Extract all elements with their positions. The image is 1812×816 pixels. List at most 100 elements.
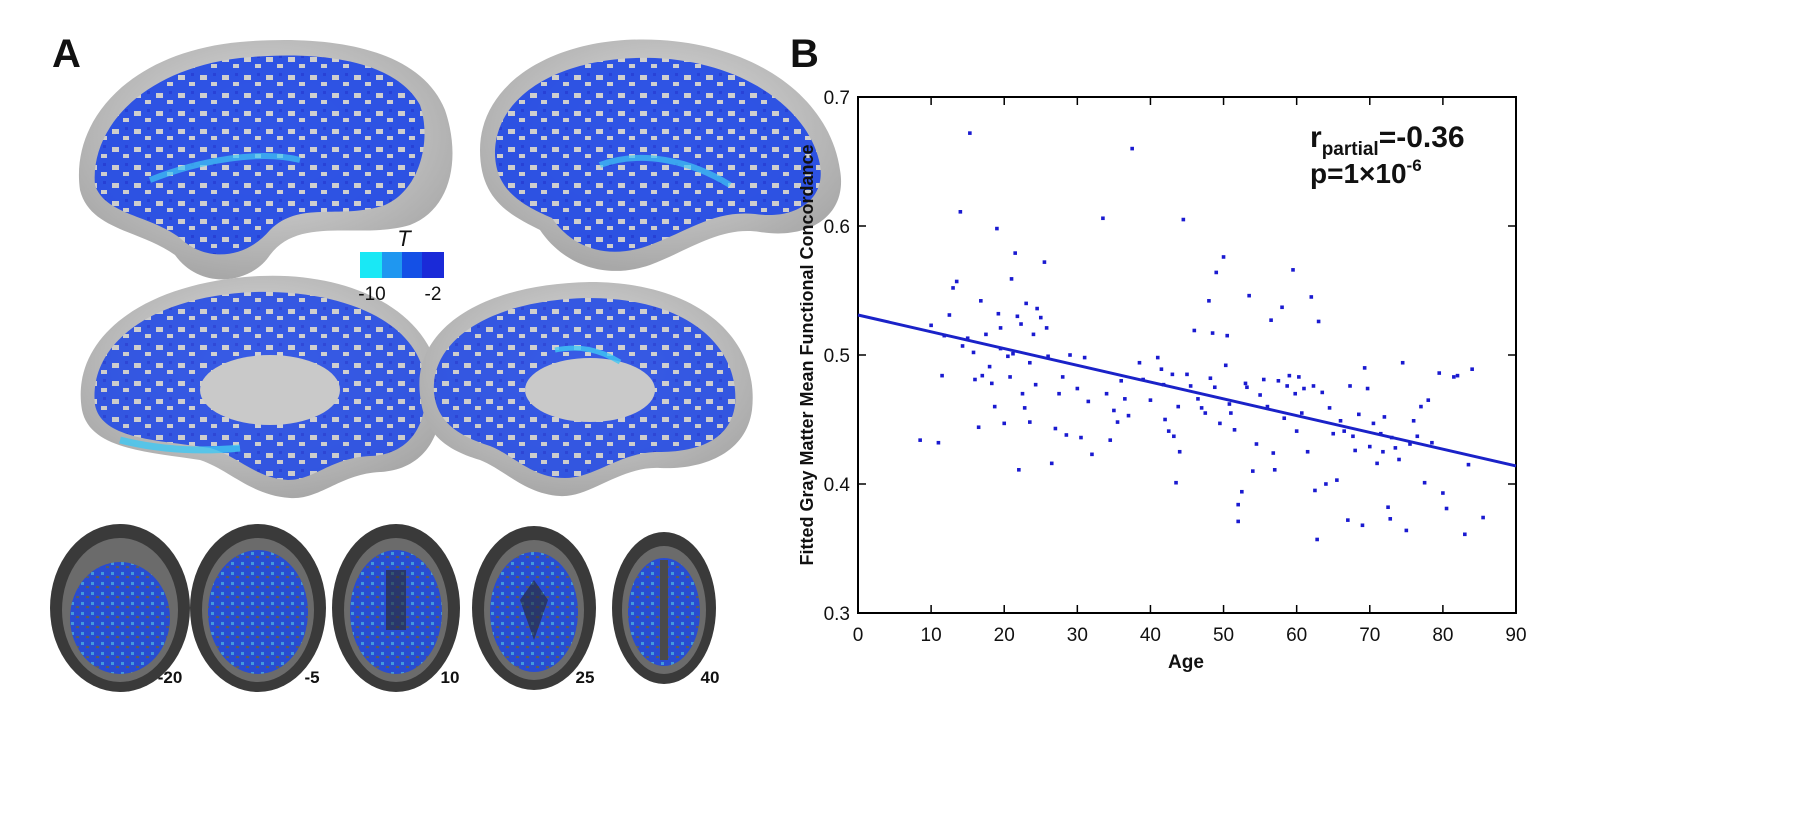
x-tick-label: 60	[1286, 625, 1307, 646]
data-point	[1437, 371, 1442, 375]
y-tick-label: 0.7	[824, 88, 850, 109]
data-point	[1265, 404, 1270, 409]
data-point	[1315, 537, 1319, 542]
data-point	[1422, 480, 1427, 485]
data-point	[1271, 451, 1276, 455]
data-point	[1229, 411, 1233, 415]
data-point	[1430, 440, 1434, 445]
data-point	[1119, 379, 1123, 383]
panel-a-label: A	[52, 32, 81, 76]
data-point	[1381, 449, 1385, 454]
data-point	[1112, 408, 1116, 413]
data-point	[936, 440, 941, 445]
data-point	[1362, 366, 1367, 370]
data-point	[1086, 399, 1091, 404]
data-point	[1176, 404, 1181, 409]
data-point	[1335, 478, 1339, 482]
data-point	[1272, 468, 1277, 472]
data-point	[1101, 216, 1105, 221]
data-point	[1261, 377, 1266, 382]
x-tick-label: 20	[994, 625, 1015, 646]
p-value-annotation: p=1×10-6	[1310, 156, 1422, 189]
data-point	[1367, 444, 1372, 449]
data-point	[1313, 488, 1317, 493]
data-point	[968, 131, 972, 135]
data-point	[1320, 390, 1325, 395]
data-point	[954, 279, 959, 284]
data-point	[1346, 518, 1350, 522]
data-point	[1357, 412, 1361, 417]
data-point	[995, 226, 999, 231]
data-point	[1166, 429, 1171, 433]
p-exponent: -6	[1407, 156, 1422, 175]
data-point	[1311, 384, 1316, 388]
data-point	[1305, 449, 1310, 454]
data-point	[1245, 385, 1249, 390]
data-point	[1375, 461, 1379, 466]
data-point	[1163, 417, 1167, 422]
data-point	[1075, 386, 1080, 391]
data-point	[1415, 434, 1420, 439]
data-point	[1282, 416, 1287, 421]
x-tick-label: 50	[1213, 625, 1234, 646]
r-value: =-0.36	[1379, 121, 1465, 154]
stats-annotation: rpartial=-0.36 p=1×10-6	[1310, 121, 1465, 189]
data-point	[1382, 415, 1387, 419]
data-point	[1221, 255, 1226, 259]
data-point	[1400, 360, 1405, 365]
x-tick-label: 10	[921, 625, 942, 646]
colorbar-swatch-4	[422, 252, 444, 278]
brain-surface-renderings: T -10 -2 -20 -5 10	[50, 39, 842, 692]
data-point	[1324, 482, 1328, 486]
data-point	[980, 373, 985, 378]
data-point	[1223, 363, 1228, 368]
y-tick-label: 0.6	[824, 217, 850, 238]
slice-label: -5	[304, 668, 319, 687]
data-point	[1218, 421, 1222, 426]
data-point	[1388, 517, 1393, 521]
data-point	[1108, 438, 1113, 442]
data-point	[1155, 355, 1160, 360]
panel-b-label: B	[790, 32, 819, 76]
slice-label: 40	[701, 668, 720, 687]
colorbar-min-label: -10	[358, 284, 385, 305]
data-point	[1042, 260, 1047, 264]
y-axis: 0.3 0.4 0.5 0.6 0.7	[824, 88, 1516, 625]
data-point	[1214, 270, 1219, 275]
y-tick-label: 0.4	[824, 475, 851, 496]
data-point	[1455, 373, 1460, 378]
fit-line-group	[857, 313, 1517, 468]
axial-slice: 25	[472, 526, 596, 690]
r-symbol: r	[1310, 121, 1322, 154]
data-point	[1008, 375, 1012, 379]
data-point	[1011, 351, 1015, 356]
data-point	[1188, 384, 1193, 388]
data-point	[1351, 434, 1355, 439]
fit-line	[857, 313, 1517, 468]
data-point	[960, 344, 965, 348]
data-point	[1291, 268, 1295, 272]
data-point	[1022, 406, 1027, 410]
colorbar-title: T	[397, 226, 412, 251]
data-point	[1280, 305, 1284, 310]
data-point	[998, 326, 1003, 330]
axial-slice: -20	[50, 524, 190, 692]
data-point	[1196, 397, 1200, 401]
data-point	[1293, 391, 1298, 396]
data-point	[1365, 386, 1370, 391]
data-point	[1172, 434, 1176, 439]
brain-lateral-left	[78, 39, 453, 280]
colorbar-max-label: -2	[425, 284, 442, 305]
p-base: p=1×10	[1310, 158, 1407, 189]
data-point	[1170, 372, 1175, 377]
data-point	[1060, 375, 1065, 379]
data-point	[1035, 306, 1039, 311]
y-tick-label: 0.5	[824, 346, 850, 367]
data-point	[1316, 319, 1321, 324]
data-point	[1408, 442, 1412, 446]
data-point	[951, 286, 955, 290]
slice-label: -20	[158, 668, 183, 687]
data-point	[1024, 301, 1028, 306]
data-point	[1159, 367, 1164, 371]
data-point	[1038, 315, 1043, 320]
